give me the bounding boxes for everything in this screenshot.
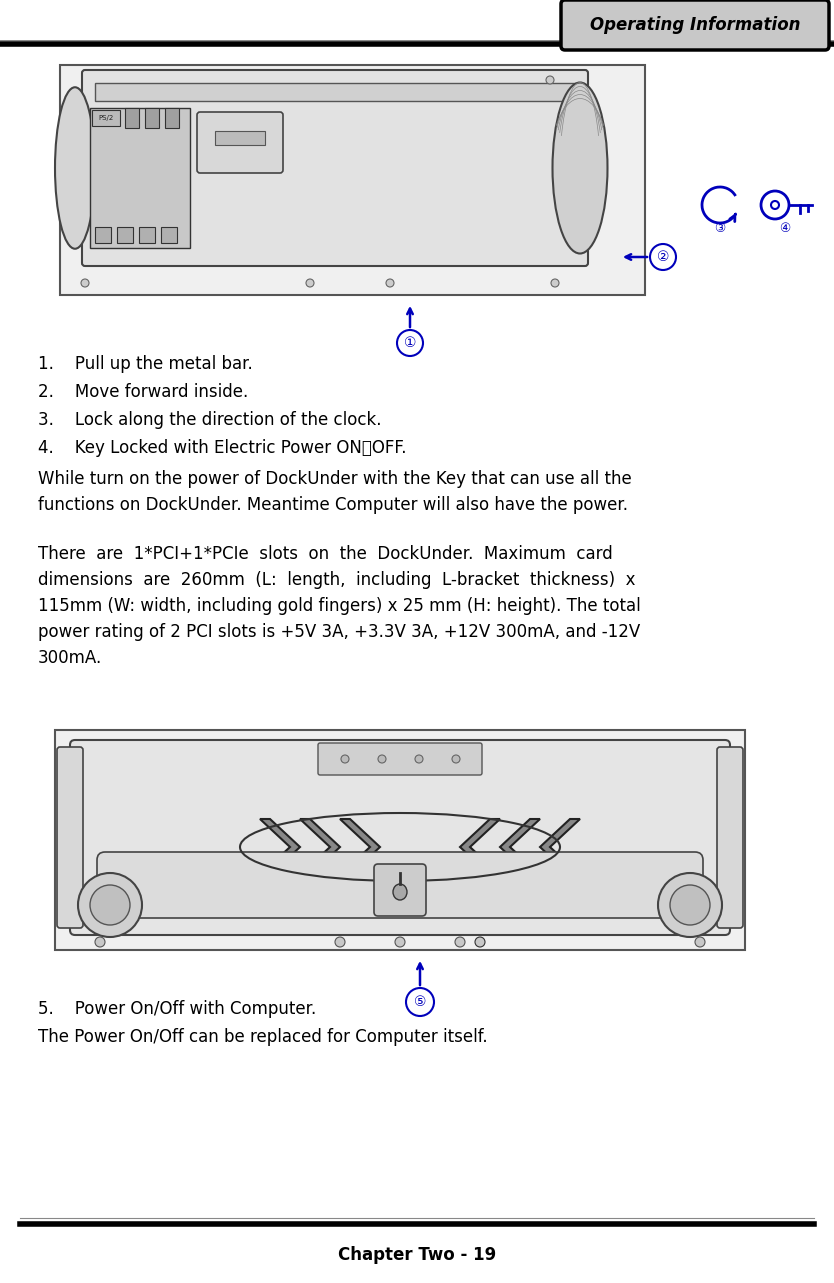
Text: While turn on the power of DockUnder with the Key that can use all the: While turn on the power of DockUnder wit…: [38, 470, 631, 488]
Text: 3.    Lock along the direction of the clock.: 3. Lock along the direction of the clock…: [38, 411, 381, 429]
Text: 2.    Move forward inside.: 2. Move forward inside.: [38, 384, 249, 402]
Text: PS/2: PS/2: [98, 115, 113, 121]
Polygon shape: [500, 819, 540, 875]
Polygon shape: [340, 819, 380, 875]
Text: dimensions  are  260mm  (L:  length,  including  L-bracket  thickness)  x: dimensions are 260mm (L: length, includi…: [38, 571, 636, 589]
FancyBboxPatch shape: [561, 0, 829, 50]
Ellipse shape: [55, 87, 95, 249]
Circle shape: [551, 278, 559, 287]
Text: The Power On/Off can be replaced for Computer itself.: The Power On/Off can be replaced for Com…: [38, 1028, 488, 1046]
Polygon shape: [460, 819, 500, 875]
Polygon shape: [540, 819, 580, 875]
Bar: [95, 83, 575, 101]
Ellipse shape: [552, 82, 607, 254]
Circle shape: [761, 191, 789, 219]
FancyBboxPatch shape: [82, 71, 588, 266]
Circle shape: [341, 754, 349, 763]
Circle shape: [95, 937, 105, 947]
FancyBboxPatch shape: [55, 730, 745, 949]
Bar: [161, 227, 177, 242]
Polygon shape: [300, 819, 340, 875]
Polygon shape: [260, 819, 300, 875]
FancyBboxPatch shape: [318, 743, 482, 775]
Circle shape: [475, 937, 485, 947]
Circle shape: [695, 937, 705, 947]
FancyBboxPatch shape: [197, 112, 283, 173]
Text: 115mm (W: width, including gold fingers) x 25 mm (H: height). The total: 115mm (W: width, including gold fingers)…: [38, 597, 641, 615]
FancyBboxPatch shape: [70, 740, 730, 935]
Circle shape: [670, 885, 710, 925]
FancyBboxPatch shape: [57, 747, 83, 928]
Bar: [92, 110, 120, 126]
Circle shape: [455, 937, 465, 947]
Text: ④: ④: [780, 222, 791, 235]
Text: 1.    Pull up the metal bar.: 1. Pull up the metal bar.: [38, 355, 253, 373]
Text: Chapter Two - 19: Chapter Two - 19: [338, 1246, 496, 1264]
Circle shape: [658, 872, 722, 937]
Bar: [125, 108, 139, 128]
Text: 5.    Power On/Off with Computer.: 5. Power On/Off with Computer.: [38, 999, 316, 1017]
Circle shape: [395, 937, 405, 947]
Circle shape: [386, 278, 394, 287]
Circle shape: [406, 988, 434, 1016]
Text: ⑤: ⑤: [414, 996, 426, 1008]
Text: There  are  1*PCI+1*PCIe  slots  on  the  DockUnder.  Maximum  card: There are 1*PCI+1*PCIe slots on the Dock…: [38, 545, 613, 563]
Bar: [90, 108, 190, 248]
Bar: [165, 108, 179, 128]
Bar: [95, 227, 111, 242]
Circle shape: [78, 872, 142, 937]
Bar: [215, 131, 265, 145]
Circle shape: [306, 278, 314, 287]
Text: ①: ①: [404, 336, 416, 350]
FancyBboxPatch shape: [717, 747, 743, 928]
Text: 4.    Key Locked with Electric Power ON／OFF.: 4. Key Locked with Electric Power ON／OFF…: [38, 439, 406, 457]
FancyBboxPatch shape: [60, 65, 645, 295]
Text: power rating of 2 PCI slots is +5V 3A, +3.3V 3A, +12V 300mA, and -12V: power rating of 2 PCI slots is +5V 3A, +…: [38, 624, 641, 642]
Circle shape: [397, 330, 423, 355]
Text: 300mA.: 300mA.: [38, 649, 103, 667]
Circle shape: [546, 76, 554, 83]
Ellipse shape: [393, 884, 407, 899]
Circle shape: [698, 183, 742, 227]
Circle shape: [335, 937, 345, 947]
Circle shape: [81, 278, 89, 287]
Text: ②: ②: [656, 250, 669, 264]
Circle shape: [415, 754, 423, 763]
FancyBboxPatch shape: [97, 852, 703, 919]
Circle shape: [452, 754, 460, 763]
Bar: [117, 227, 133, 242]
Bar: [139, 227, 155, 242]
Circle shape: [650, 244, 676, 269]
Text: Operating Information: Operating Information: [590, 15, 801, 35]
Bar: [145, 108, 159, 128]
Text: ③: ③: [715, 222, 726, 235]
Circle shape: [90, 885, 130, 925]
Circle shape: [378, 754, 386, 763]
FancyBboxPatch shape: [374, 863, 426, 916]
Circle shape: [771, 201, 779, 209]
Text: functions on DockUnder. Meantime Computer will also have the power.: functions on DockUnder. Meantime Compute…: [38, 497, 628, 514]
